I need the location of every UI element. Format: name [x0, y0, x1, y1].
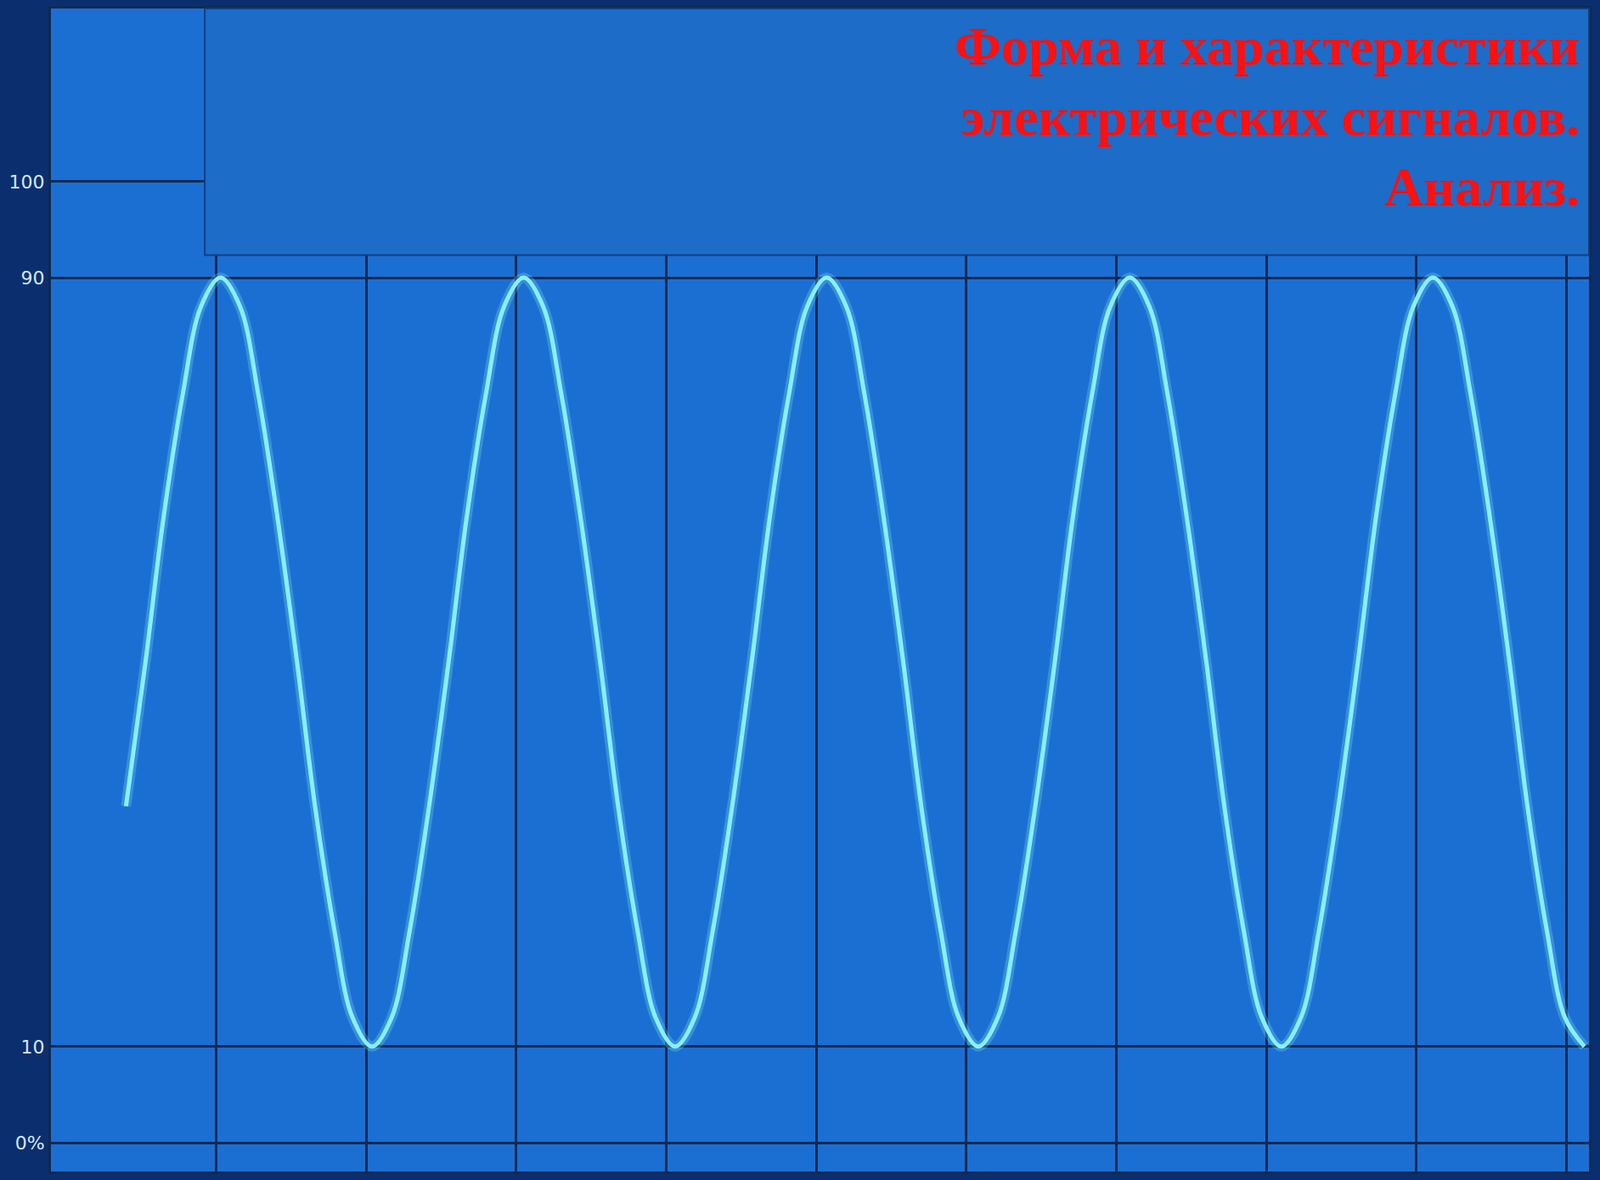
svg-text:Форма и характеристикиэлектрич: Форма и характеристикиэлектрических сигн… — [954, 16, 1580, 218]
svg-text:10: 10 — [21, 1036, 46, 1059]
svg-text:90: 90 — [21, 267, 46, 289]
svg-text:100: 100 — [9, 171, 46, 193]
svg-text:0%: 0% — [15, 1132, 46, 1155]
